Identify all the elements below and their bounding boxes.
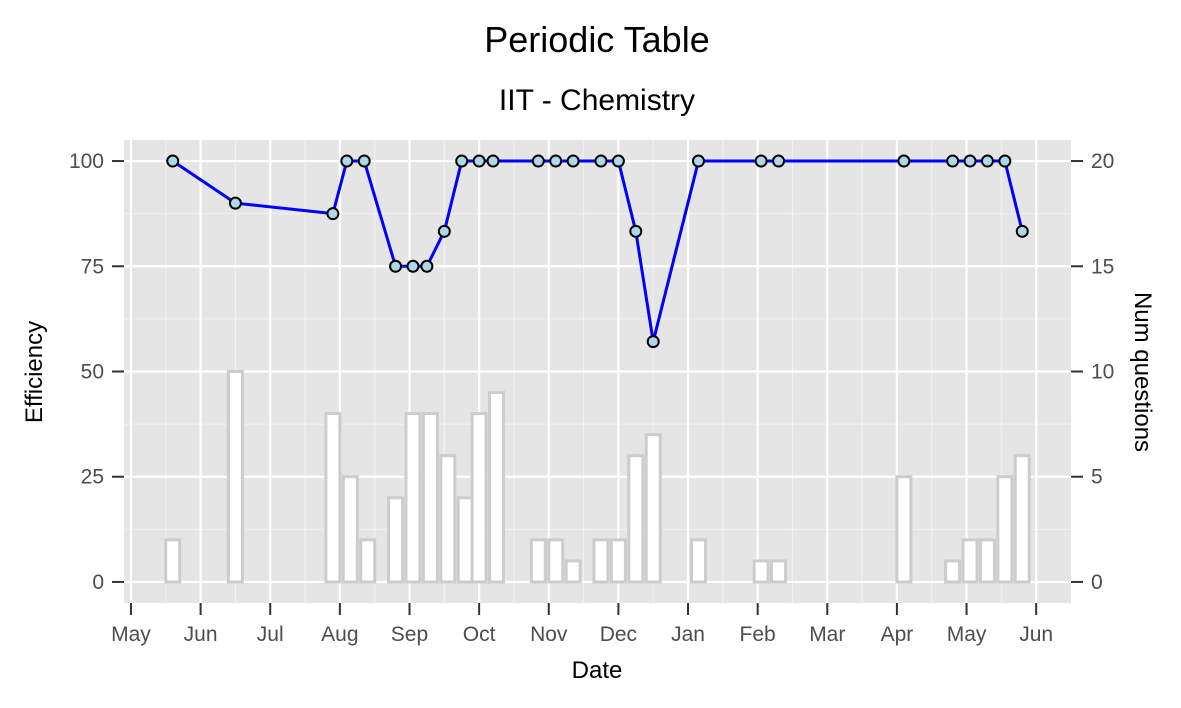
efficiency-point [340, 154, 354, 168]
y2-tick-label: 15 [1091, 255, 1114, 278]
efficiency-point [531, 154, 545, 168]
y-axis-left: 0 25 50 75 100 [69, 150, 124, 594]
question-bar [456, 496, 474, 584]
y2-tick-label: 20 [1091, 150, 1114, 173]
efficiency-point [228, 196, 242, 210]
y-axis-right: 0 5 10 15 20 [1071, 150, 1114, 594]
y-tick-label: 50 [81, 361, 104, 384]
y-tick-label: 25 [81, 466, 104, 489]
question-bar [359, 538, 377, 584]
question-bar [564, 559, 582, 584]
chart-title: Periodic Table [484, 19, 709, 60]
question-bar [689, 538, 707, 584]
x-tick-label: Dec [600, 623, 637, 646]
efficiency-point [946, 154, 960, 168]
question-bar [609, 538, 627, 584]
efficiency-point [549, 154, 563, 168]
question-bars [164, 370, 1031, 584]
efficiency-point [389, 259, 403, 273]
efficiency-point [963, 154, 977, 168]
x-tick-label: Feb [740, 623, 776, 646]
question-bar [944, 559, 962, 584]
question-bar [529, 538, 547, 584]
question-bar [470, 412, 488, 584]
efficiency-point [1015, 224, 1029, 238]
efficiency-point [629, 224, 643, 238]
question-bar [996, 475, 1014, 584]
x-tick-label: Apr [881, 623, 914, 646]
efficiency-point [772, 154, 786, 168]
x-tick-label: May [111, 623, 151, 646]
efficiency-line [171, 159, 1024, 344]
efficiency-point [472, 154, 486, 168]
question-bar [387, 496, 405, 584]
y2-tick-label: 10 [1091, 361, 1114, 384]
efficiency-series-line [171, 159, 1024, 344]
y2-axis-title: Num questions [1129, 292, 1156, 452]
efficiency-point [897, 154, 911, 168]
question-bar [1013, 454, 1031, 584]
y-tick-label: 0 [92, 571, 104, 594]
efficiency-point [166, 154, 180, 168]
chart-subtitle: IIT - Chemistry [499, 84, 695, 117]
question-bar [895, 475, 913, 584]
question-bar [644, 433, 662, 584]
x-tick-label: Jul [257, 623, 284, 646]
x-tick-label: Sep [391, 623, 428, 646]
efficiency-point [326, 207, 340, 221]
y2-tick-label: 5 [1091, 466, 1103, 489]
x-tick-label: Aug [321, 623, 358, 646]
efficiency-point [594, 154, 608, 168]
efficiency-point [754, 154, 768, 168]
x-tick-label: Mar [809, 623, 845, 646]
question-bar [341, 475, 359, 584]
efficiency-point [611, 154, 625, 168]
efficiency-point [980, 154, 994, 168]
efficiency-point [646, 335, 660, 349]
question-bar [324, 412, 342, 584]
question-bar [592, 538, 610, 584]
y-tick-label: 75 [81, 255, 104, 278]
x-axis-title: Date [572, 657, 623, 684]
question-bar [770, 559, 788, 584]
question-bar [421, 412, 439, 584]
x-tick-label: Jun [184, 623, 218, 646]
efficiency-points [166, 154, 1029, 349]
y-axis-title: Efficiency [21, 321, 48, 423]
question-bar [961, 538, 979, 584]
x-tick-label: Jun [1019, 623, 1053, 646]
question-bar [627, 454, 645, 584]
question-bar [164, 538, 182, 584]
efficiency-point [420, 259, 434, 273]
question-bar [404, 412, 422, 584]
question-bar [226, 370, 244, 584]
y2-tick-label: 0 [1091, 571, 1103, 594]
efficiency-point [998, 154, 1012, 168]
x-tick-label: Nov [530, 623, 568, 646]
question-bar [752, 559, 770, 584]
x-tick-label: May [947, 623, 987, 646]
question-bar [547, 538, 565, 584]
question-bar [439, 454, 457, 584]
x-tick-label: Oct [463, 623, 496, 646]
efficiency-point [691, 154, 705, 168]
y-tick-label: 100 [69, 150, 104, 173]
efficiency-point [455, 154, 469, 168]
x-axis: May Jun Jul Aug Sep Oct Nov Dec Jan Feb Mar Apr May J… [111, 603, 1053, 646]
efficiency-point [566, 154, 580, 168]
question-bar [488, 391, 506, 584]
efficiency-point [486, 154, 500, 168]
efficiency-point [406, 259, 420, 273]
question-bar [978, 538, 996, 584]
efficiency-point [437, 224, 451, 238]
x-tick-label: Jan [671, 623, 705, 646]
efficiency-point [357, 154, 371, 168]
